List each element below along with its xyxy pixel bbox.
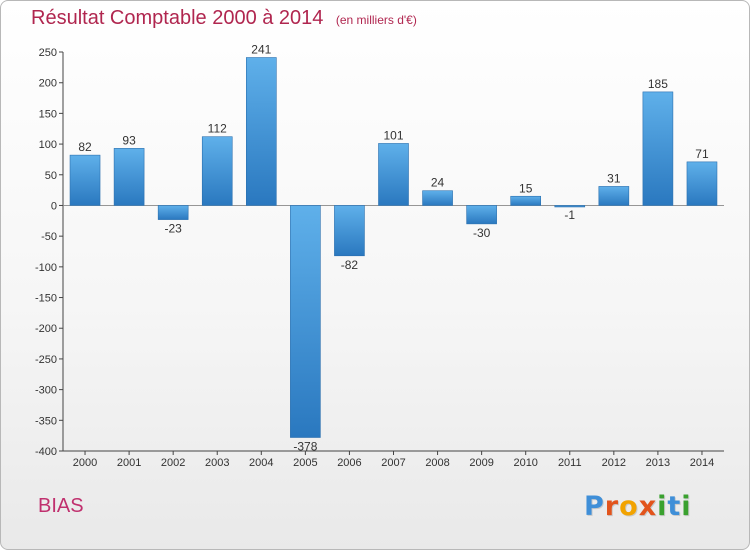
value-label: 31 — [607, 171, 621, 185]
logo-letter: i — [657, 491, 668, 522]
x-tick-label: 2001 — [117, 457, 141, 469]
y-tick-label: 50 — [45, 170, 57, 182]
value-label: 71 — [695, 147, 709, 161]
y-tick-label: 250 — [39, 47, 57, 59]
bar-2001 — [113, 148, 145, 206]
x-tick-label: 2007 — [381, 457, 405, 469]
bar-2014 — [686, 161, 718, 206]
y-tick-label: -250 — [35, 354, 57, 366]
value-label: -1 — [564, 208, 575, 222]
proxiti-logo[interactable]: Proxiti — [584, 491, 692, 522]
value-label: -82 — [341, 258, 359, 272]
bars-layer — [69, 57, 718, 438]
value-label: -30 — [473, 226, 491, 240]
bar-2009 — [466, 205, 497, 225]
bar-2000 — [69, 154, 101, 206]
y-tick-label: -300 — [35, 385, 57, 397]
value-label: 15 — [519, 181, 533, 195]
chart-subtitle: (en milliers d'€) — [335, 13, 417, 27]
y-tick-label: -100 — [35, 262, 57, 274]
axis-layer: 250 200 150 100 50 0 -50 -100 -150 -200 -250 -300 -3… — [35, 47, 724, 458]
value-label: 24 — [431, 176, 445, 190]
value-label: 82 — [78, 140, 92, 154]
x-tick-label: 2002 — [161, 457, 185, 469]
x-tick-label: 2006 — [337, 457, 361, 469]
chart-title: Résultat Comptable 2000 à 2014 — [31, 7, 324, 29]
y-tick-label: -200 — [35, 323, 57, 335]
x-tick-label: 2003 — [205, 457, 229, 469]
y-tick-label: 200 — [39, 78, 57, 90]
value-label: -23 — [164, 222, 182, 236]
y-tick-label: -400 — [35, 446, 57, 458]
y-tick-label: 150 — [39, 108, 57, 120]
bar-2003 — [201, 136, 233, 206]
x-tick-label: 2000 — [73, 457, 97, 469]
value-label: 112 — [208, 122, 227, 136]
bar-2006 — [334, 205, 365, 257]
value-label: 101 — [383, 128, 403, 142]
x-tick-label: 2004 — [249, 457, 273, 469]
bar-2002 — [157, 205, 189, 220]
y-tick-label: 0 — [51, 200, 57, 212]
logo-letter: P — [584, 491, 605, 522]
y-tick-label: 100 — [39, 139, 57, 151]
x-tick-label: 2011 — [558, 457, 582, 469]
x-tick-label: 2005 — [293, 457, 317, 469]
y-tick-label: -350 — [35, 415, 57, 427]
x-tick-label: 2014 — [690, 457, 714, 469]
logo-letter: x — [638, 491, 658, 522]
x-tick-label: 2012 — [602, 457, 626, 469]
logo-letter: t — [667, 491, 682, 522]
value-label: 185 — [648, 77, 668, 91]
bar-2013 — [642, 91, 674, 206]
labels-layer: 2000 82 2001 93 2002 -23 2003 112 2004 241 2005 -37… — [73, 43, 714, 469]
bar-2005 — [290, 205, 321, 438]
bar-2007 — [378, 143, 409, 206]
y-tick-label: -150 — [35, 293, 57, 305]
logo-letter: i — [681, 491, 692, 522]
y-tick-label: -50 — [41, 231, 57, 243]
bar-2012 — [598, 186, 630, 206]
value-label: 93 — [122, 133, 136, 147]
x-tick-label: 2013 — [646, 457, 670, 469]
logo-letter: r — [604, 491, 620, 522]
value-label: 241 — [251, 43, 271, 57]
bar-2004 — [246, 57, 277, 206]
x-tick-label: 2008 — [425, 457, 449, 469]
bar-2011 — [554, 205, 586, 208]
bar-2008 — [422, 190, 453, 206]
value-label: -378 — [293, 439, 317, 453]
title-row: Résultat Comptable 2000 à 2014 (en milli… — [31, 7, 417, 30]
x-tick-label: 2009 — [469, 457, 493, 469]
x-tick-label: 2010 — [513, 457, 537, 469]
logo-letter: o — [619, 491, 639, 522]
bar-2010 — [510, 195, 542, 206]
commune-name: BIAS — [38, 495, 84, 517]
